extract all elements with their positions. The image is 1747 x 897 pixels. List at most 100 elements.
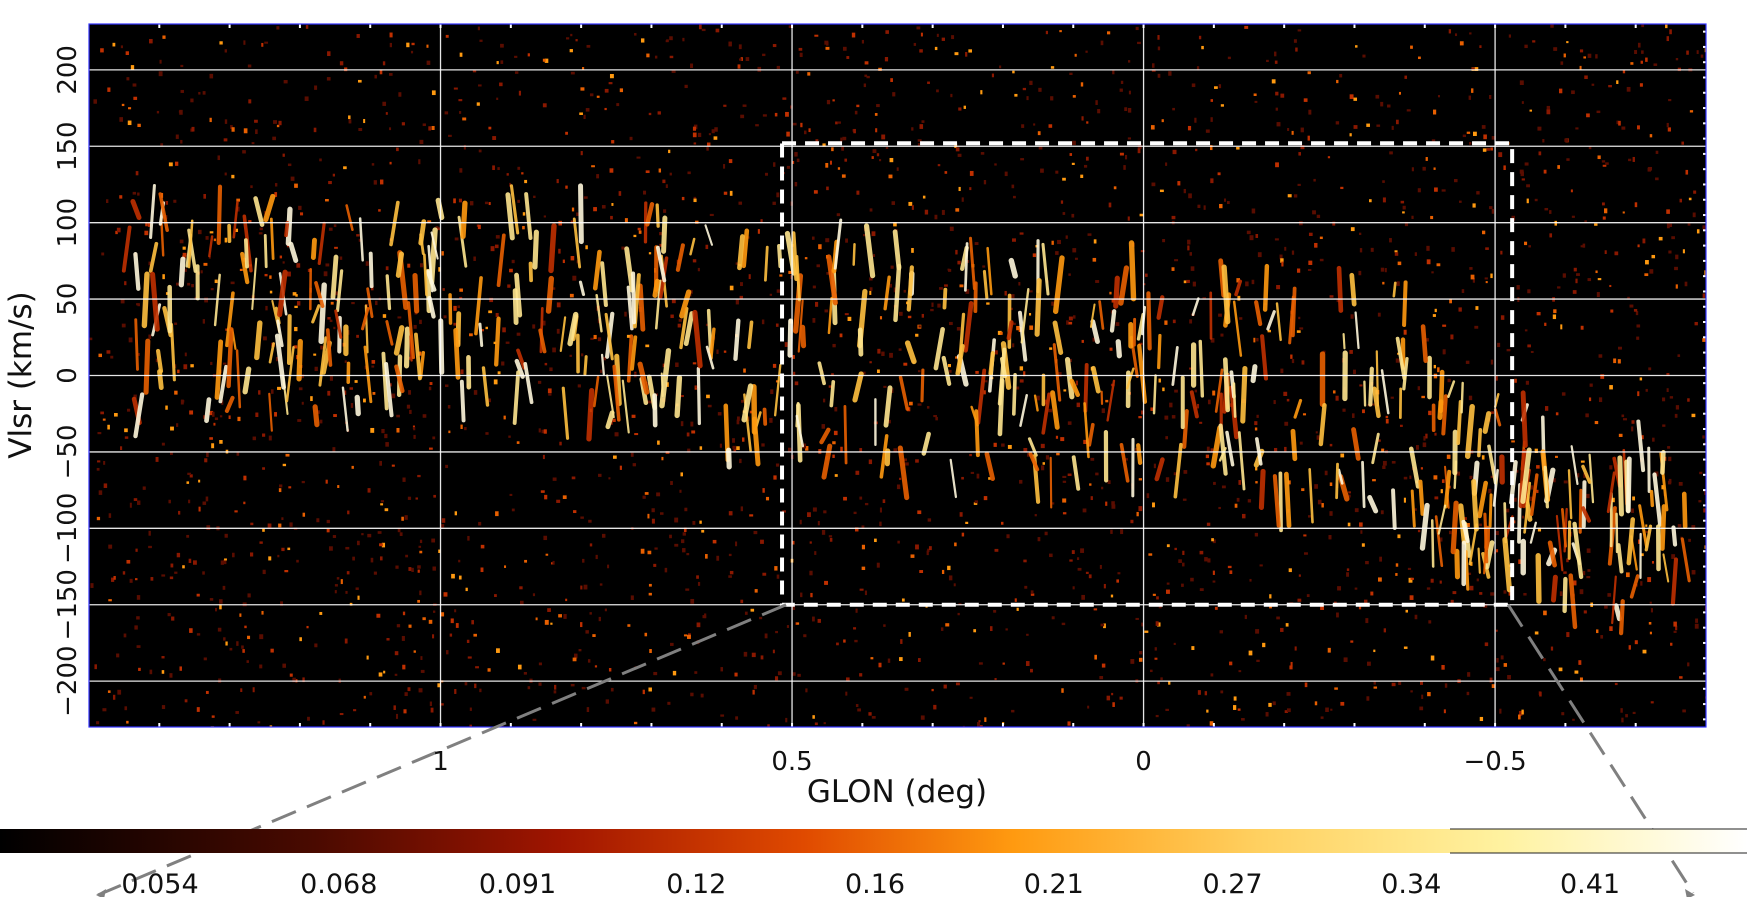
noise-speckle xyxy=(254,119,258,123)
noise-speckle xyxy=(1210,338,1215,343)
noise-speckle xyxy=(279,484,283,488)
noise-speckle xyxy=(988,477,991,480)
noise-speckle xyxy=(497,167,500,171)
noise-speckle xyxy=(204,297,209,303)
noise-speckle xyxy=(1649,134,1653,138)
noise-speckle xyxy=(619,465,622,470)
noise-speckle xyxy=(235,711,239,714)
noise-speckle xyxy=(1124,154,1128,160)
noise-speckle xyxy=(358,79,362,83)
noise-speckle xyxy=(250,522,254,526)
noise-speckle xyxy=(149,38,153,44)
noise-speckle xyxy=(697,267,700,272)
noise-speckle xyxy=(961,197,964,202)
emission-filament xyxy=(427,244,434,293)
noise-speckle xyxy=(429,701,433,707)
emission-filament xyxy=(1090,365,1101,394)
noise-speckle xyxy=(751,652,756,658)
emission-filament xyxy=(1367,495,1379,514)
noise-speckle xyxy=(1012,70,1015,74)
noise-speckle xyxy=(692,520,696,525)
noise-speckle xyxy=(1700,54,1704,58)
noise-speckle xyxy=(885,146,889,149)
noise-speckle xyxy=(1183,188,1186,194)
noise-speckle xyxy=(793,371,796,376)
emission-filament xyxy=(1484,540,1495,570)
noise-speckle xyxy=(1489,677,1493,683)
emission-filament xyxy=(1098,300,1105,330)
noise-speckle xyxy=(209,437,213,440)
noise-speckle xyxy=(224,558,227,561)
emission-filament xyxy=(1629,574,1640,599)
noise-speckle xyxy=(868,459,873,465)
noise-speckle xyxy=(454,237,459,241)
noise-speckle xyxy=(590,337,594,340)
frame-ticks xyxy=(158,24,1706,727)
noise-speckle xyxy=(301,480,305,484)
noise-speckle xyxy=(1362,409,1365,414)
emission-filament xyxy=(1089,303,1096,328)
noise-speckle xyxy=(1641,50,1644,54)
noise-speckle xyxy=(837,167,841,170)
noise-speckle xyxy=(1579,49,1584,53)
noise-speckle xyxy=(955,208,960,212)
noise-speckle xyxy=(428,386,432,391)
noise-speckle xyxy=(375,300,378,306)
noise-speckle xyxy=(1286,708,1291,713)
noise-speckle xyxy=(1299,441,1303,445)
noise-speckle xyxy=(1518,714,1521,720)
noise-speckle xyxy=(1210,178,1214,184)
emission-filament xyxy=(1588,453,1595,504)
noise-speckle xyxy=(459,296,463,299)
emission-filament xyxy=(1659,504,1667,551)
emission-filament xyxy=(204,397,212,424)
noise-speckle xyxy=(1558,88,1563,94)
noise-speckle xyxy=(285,453,290,457)
noise-speckle xyxy=(1010,307,1013,311)
noise-speckle xyxy=(1642,238,1646,244)
noise-speckle xyxy=(870,657,874,660)
noise-speckle xyxy=(376,613,381,618)
noise-speckle xyxy=(822,143,826,147)
noise-speckle xyxy=(1529,485,1534,490)
noise-speckle xyxy=(976,473,980,479)
noise-speckle xyxy=(1463,517,1467,520)
emission-filament xyxy=(361,306,370,331)
noise-speckle xyxy=(680,395,684,398)
emission-filament xyxy=(843,405,848,465)
noise-speckle xyxy=(1526,198,1529,204)
noise-speckle xyxy=(217,627,222,632)
noise-speckle xyxy=(911,205,914,210)
noise-speckle xyxy=(1173,472,1178,476)
noise-speckle xyxy=(1677,524,1682,528)
noise-speckle xyxy=(1086,121,1089,124)
noise-speckle xyxy=(630,452,634,457)
noise-speckle xyxy=(298,205,302,210)
noise-speckle xyxy=(1382,197,1386,203)
noise-speckle xyxy=(1668,250,1672,254)
noise-speckle xyxy=(124,436,129,439)
noise-speckle xyxy=(1236,278,1241,283)
noise-speckle xyxy=(1294,646,1297,651)
noise-speckle xyxy=(1165,162,1168,166)
noise-speckle xyxy=(772,44,777,48)
noise-speckle xyxy=(1340,453,1345,458)
emission-filament xyxy=(1214,368,1224,413)
noise-speckle xyxy=(429,447,433,450)
noise-speckle xyxy=(1571,90,1575,95)
noise-speckle xyxy=(907,315,912,319)
noise-speckle xyxy=(1276,285,1281,290)
noise-speckle xyxy=(553,690,557,694)
noise-speckle xyxy=(106,350,111,354)
noise-speckle xyxy=(1293,194,1298,198)
emission-filament xyxy=(1189,390,1199,419)
noise-speckle xyxy=(1138,478,1142,481)
noise-speckle xyxy=(1500,655,1504,660)
emission-filament xyxy=(741,383,754,423)
noise-speckle xyxy=(957,612,960,616)
noise-speckle xyxy=(619,88,624,93)
noise-speckle xyxy=(175,134,179,139)
noise-speckle xyxy=(243,475,247,481)
emission-filament xyxy=(312,404,320,428)
emission-filament xyxy=(791,231,799,282)
